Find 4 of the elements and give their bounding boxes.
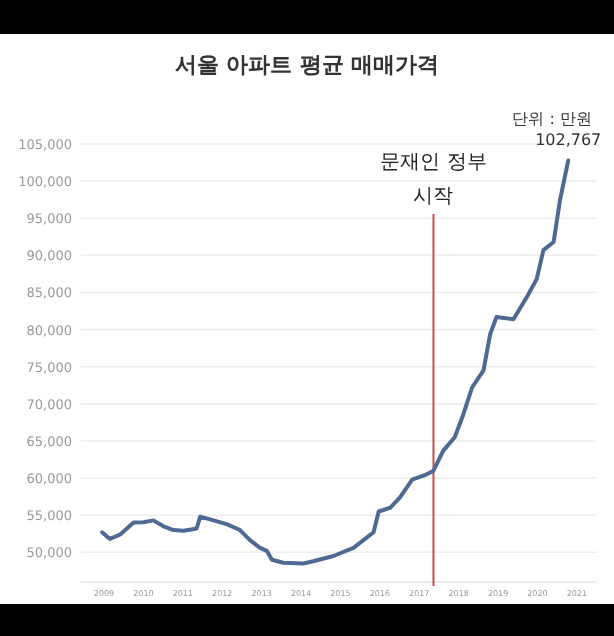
text: 단위 : 만원: [512, 110, 592, 128]
ref-line-label: 문재인 정부 시작: [380, 152, 487, 208]
chart-title: 서울 아파트 평균 매매가격: [174, 52, 440, 78]
annotation: 102,767: [535, 130, 602, 149]
